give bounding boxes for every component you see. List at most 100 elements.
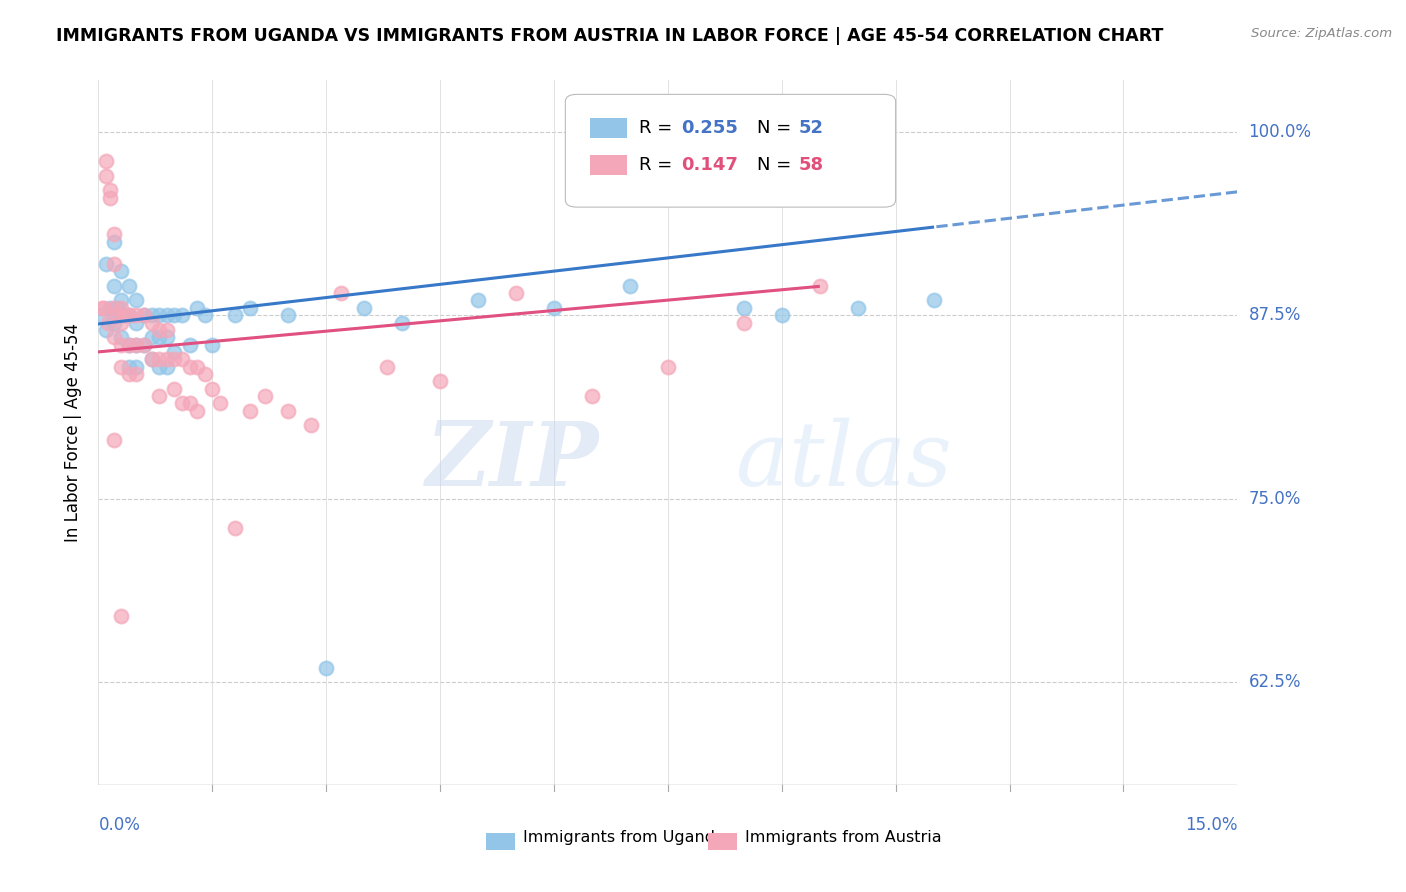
- Point: [201, 337, 224, 351]
- Point: [94, 323, 117, 337]
- Text: 62.5%: 62.5%: [1249, 673, 1301, 691]
- Point: [110, 301, 132, 315]
- Point: [194, 308, 217, 322]
- Text: atlas: atlas: [737, 417, 952, 504]
- Point: [186, 301, 208, 315]
- FancyBboxPatch shape: [591, 119, 627, 138]
- Text: Immigrants from Uganda: Immigrants from Uganda: [523, 830, 725, 846]
- Point: [353, 301, 375, 315]
- Point: [208, 396, 231, 410]
- Point: [118, 359, 141, 374]
- Point: [125, 308, 148, 322]
- Text: N =: N =: [756, 156, 797, 174]
- Point: [148, 308, 170, 322]
- Point: [103, 301, 125, 315]
- Point: [132, 337, 155, 351]
- Text: 0.147: 0.147: [682, 156, 738, 174]
- Text: R =: R =: [640, 156, 678, 174]
- Point: [125, 293, 148, 308]
- FancyBboxPatch shape: [707, 833, 737, 850]
- FancyBboxPatch shape: [565, 95, 896, 207]
- Point: [125, 367, 148, 381]
- Point: [505, 286, 527, 301]
- Point: [239, 301, 262, 315]
- Point: [224, 521, 246, 535]
- Point: [277, 403, 299, 417]
- Point: [94, 169, 117, 183]
- Point: [98, 183, 121, 197]
- Point: [733, 301, 755, 315]
- Point: [118, 308, 141, 322]
- Text: R =: R =: [640, 120, 678, 137]
- Point: [103, 433, 125, 447]
- Point: [330, 286, 353, 301]
- Point: [98, 191, 121, 205]
- Point: [170, 396, 193, 410]
- Point: [156, 330, 179, 344]
- FancyBboxPatch shape: [591, 155, 627, 175]
- Point: [132, 308, 155, 322]
- Point: [163, 382, 186, 396]
- Text: Immigrants from Austria: Immigrants from Austria: [745, 830, 942, 846]
- Text: Source: ZipAtlas.com: Source: ZipAtlas.com: [1251, 27, 1392, 40]
- Point: [125, 337, 148, 351]
- Point: [254, 389, 277, 403]
- Point: [148, 323, 170, 337]
- Point: [141, 330, 163, 344]
- Point: [125, 359, 148, 374]
- Point: [186, 403, 208, 417]
- Point: [239, 403, 262, 417]
- Point: [194, 367, 217, 381]
- Point: [141, 352, 163, 367]
- Point: [657, 359, 679, 374]
- Point: [148, 330, 170, 344]
- Point: [96, 316, 118, 330]
- Point: [110, 337, 132, 351]
- Point: [808, 278, 831, 293]
- Point: [107, 301, 129, 315]
- Point: [118, 337, 141, 351]
- Point: [163, 344, 186, 359]
- Point: [770, 308, 793, 322]
- Point: [148, 352, 170, 367]
- Point: [125, 337, 148, 351]
- Point: [156, 352, 179, 367]
- Point: [91, 301, 114, 315]
- Point: [93, 301, 115, 315]
- Point: [391, 316, 413, 330]
- Point: [107, 308, 129, 322]
- Point: [103, 227, 125, 242]
- Text: N =: N =: [756, 120, 797, 137]
- Point: [103, 330, 125, 344]
- Text: IMMIGRANTS FROM UGANDA VS IMMIGRANTS FROM AUSTRIA IN LABOR FORCE | AGE 45-54 COR: IMMIGRANTS FROM UGANDA VS IMMIGRANTS FRO…: [56, 27, 1164, 45]
- Text: 100.0%: 100.0%: [1249, 123, 1312, 141]
- Point: [94, 257, 117, 271]
- Point: [118, 278, 141, 293]
- Point: [110, 609, 132, 624]
- Point: [114, 308, 136, 322]
- Point: [110, 308, 132, 322]
- Point: [132, 337, 155, 351]
- Point: [467, 293, 489, 308]
- Point: [922, 293, 945, 308]
- Point: [224, 308, 246, 322]
- Point: [186, 359, 208, 374]
- Point: [299, 418, 322, 433]
- Point: [429, 374, 451, 388]
- Point: [179, 359, 201, 374]
- Point: [118, 308, 141, 322]
- Point: [125, 316, 148, 330]
- Point: [118, 367, 141, 381]
- Point: [170, 308, 193, 322]
- Point: [543, 301, 565, 315]
- Point: [103, 257, 125, 271]
- Point: [141, 316, 163, 330]
- Point: [110, 316, 132, 330]
- Text: ZIP: ZIP: [426, 417, 599, 504]
- Point: [846, 301, 869, 315]
- Point: [179, 337, 201, 351]
- Point: [118, 337, 141, 351]
- Text: 15.0%: 15.0%: [1185, 815, 1237, 833]
- Point: [110, 264, 132, 278]
- Point: [141, 308, 163, 322]
